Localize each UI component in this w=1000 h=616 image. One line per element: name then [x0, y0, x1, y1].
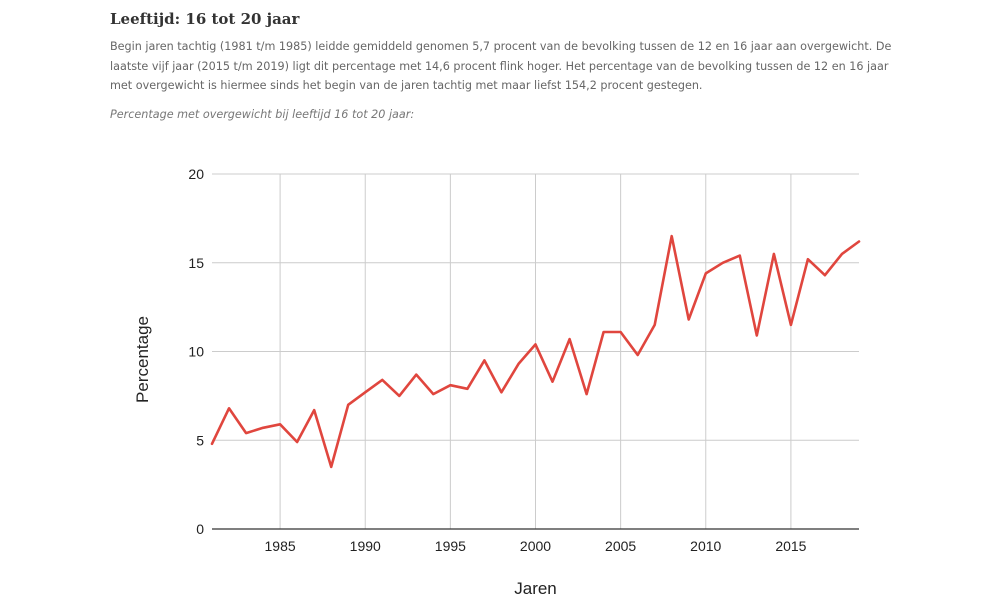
- chart-caption: Percentage met overgewicht bij leeftijd …: [110, 108, 415, 121]
- x-axis-title: Jaren: [514, 579, 557, 598]
- series-line: [210, 234, 861, 469]
- x-tick-label-2000: 2000: [520, 538, 551, 554]
- section-heading: Leeftijd: 16 tot 20 jaar: [110, 10, 300, 28]
- y-tick-label-0: 0: [196, 521, 204, 537]
- y-tick-label-5: 5: [196, 432, 204, 448]
- x-tick-label-1995: 1995: [435, 538, 466, 554]
- x-tick-labels: 1985 1990 1995 2000 2005 2010 2015: [265, 538, 807, 554]
- y-tick-label-15: 15: [188, 255, 204, 271]
- y-tick-label-20: 20: [188, 166, 204, 182]
- intro-paragraph: Begin jaren tachtig (1981 t/m 1985) leid…: [110, 40, 892, 92]
- x-tick-label-2005: 2005: [605, 538, 636, 554]
- x-tick-label-1985: 1985: [265, 538, 296, 554]
- horizontal-gridlines: [212, 173, 859, 441]
- x-tick-label-1990: 1990: [350, 538, 381, 554]
- y-tick-label-10: 10: [188, 344, 204, 360]
- y-tick-labels: 0 5 10 15 20: [188, 166, 204, 537]
- y-axis-title: Percentage: [133, 316, 152, 403]
- x-tick-label-2010: 2010: [690, 538, 721, 554]
- x-tick-label-2015: 2015: [775, 538, 806, 554]
